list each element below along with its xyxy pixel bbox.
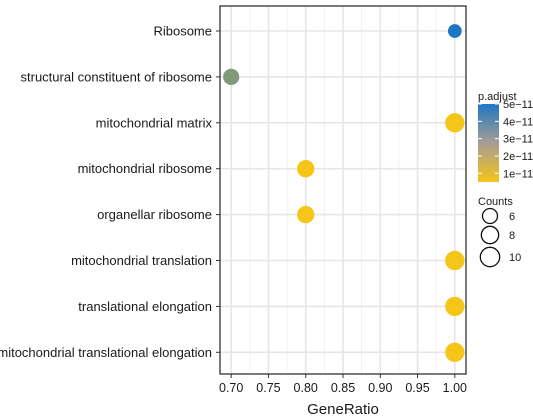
data-point bbox=[447, 24, 462, 38]
category-label: structural constituent of ribosome bbox=[21, 69, 212, 84]
x-tick-label: 1.00 bbox=[443, 381, 467, 395]
color-legend-tick-label: 5e−11 bbox=[503, 99, 533, 111]
category-label: mitochondrial translational elongation bbox=[0, 345, 212, 360]
category-label: mitochondrial matrix bbox=[96, 115, 213, 130]
size-legend-label: 6 bbox=[509, 211, 515, 223]
x-tick-label: 0.70 bbox=[219, 381, 243, 395]
x-tick-label: 0.80 bbox=[294, 381, 318, 395]
category-label: mitochondrial translation bbox=[71, 253, 212, 268]
color-legend-tick-label: 4e−11 bbox=[503, 116, 533, 128]
size-legend-title: Counts bbox=[478, 196, 513, 208]
color-legend-tick-label: 3e−11 bbox=[503, 134, 533, 146]
data-point bbox=[297, 205, 315, 224]
color-legend-title: p.adjust bbox=[478, 91, 517, 103]
data-point bbox=[445, 113, 465, 133]
x-axis-title: GeneRatio bbox=[307, 401, 379, 418]
x-tick-label: 0.85 bbox=[331, 381, 355, 395]
size-legend-label: 8 bbox=[509, 230, 515, 242]
color-legend-bar bbox=[478, 104, 499, 182]
size-legend-circle bbox=[481, 207, 499, 225]
data-point bbox=[297, 160, 315, 178]
color-legend-tick-label: 1e−11 bbox=[503, 168, 533, 180]
size-legend-label: 10 bbox=[509, 252, 521, 264]
size-legend-circle bbox=[479, 246, 501, 268]
x-tick-label: 0.90 bbox=[368, 381, 392, 395]
color-legend-tick-label: 2e−11 bbox=[503, 151, 533, 163]
category-label: Ribosome bbox=[153, 24, 212, 39]
x-tick-label: 0.95 bbox=[405, 381, 429, 395]
x-tick-label: 0.75 bbox=[256, 381, 280, 395]
data-point bbox=[445, 342, 465, 362]
category-label: mitochondrial ribosome bbox=[78, 161, 212, 176]
category-label: translational elongation bbox=[78, 299, 212, 314]
data-point bbox=[445, 296, 465, 317]
size-legend-circle bbox=[480, 225, 500, 245]
data-point bbox=[445, 250, 465, 271]
data-point bbox=[223, 68, 240, 86]
category-label: organellar ribosome bbox=[97, 207, 212, 222]
